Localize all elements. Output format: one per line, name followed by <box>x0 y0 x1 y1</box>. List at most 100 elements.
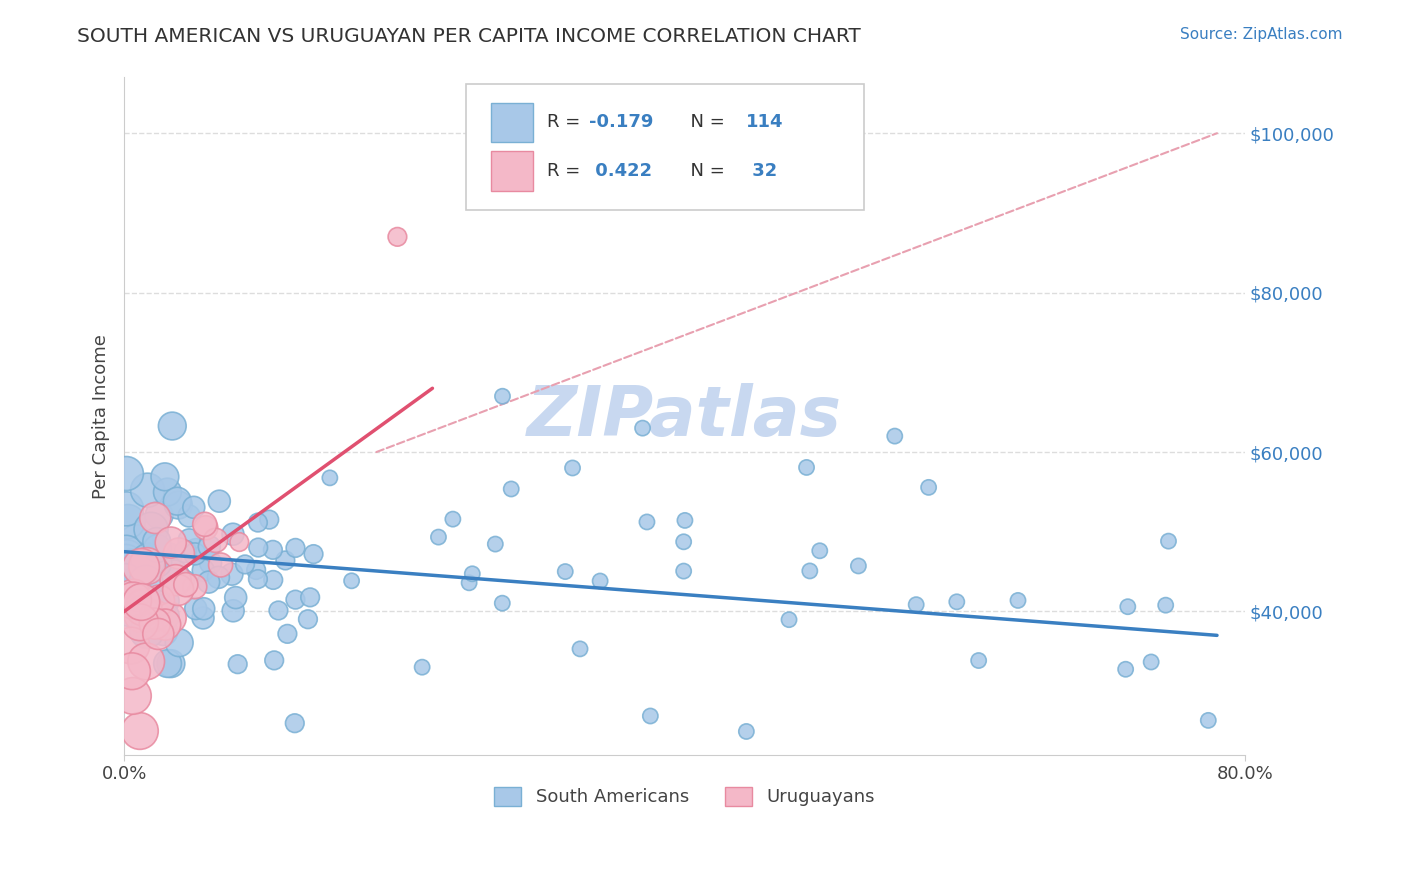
Point <box>135 655 157 669</box>
Point <box>808 543 831 558</box>
Point <box>1154 598 1177 612</box>
Point <box>135 624 157 639</box>
Point <box>191 611 214 625</box>
Point <box>136 623 159 637</box>
Text: R =: R = <box>547 113 586 131</box>
Point <box>155 594 177 608</box>
Point <box>121 559 143 574</box>
Text: 0.422: 0.422 <box>589 162 652 180</box>
Point <box>129 615 152 630</box>
Point <box>129 559 152 574</box>
Text: N =: N = <box>679 162 731 180</box>
Text: SOUTH AMERICAN VS URUGUAYAN PER CAPITA INCOME CORRELATION CHART: SOUTH AMERICAN VS URUGUAYAN PER CAPITA I… <box>77 27 860 45</box>
Point <box>636 515 658 529</box>
Point <box>297 612 319 626</box>
Point <box>246 572 269 586</box>
Point <box>135 575 157 590</box>
Point <box>207 570 229 584</box>
Point <box>569 641 592 656</box>
Text: -0.179: -0.179 <box>589 113 654 131</box>
Point <box>427 530 450 544</box>
Point <box>245 563 267 577</box>
Point <box>672 564 695 578</box>
Point <box>160 657 183 671</box>
Point <box>115 545 138 559</box>
Point <box>167 582 190 597</box>
Point <box>226 657 249 672</box>
Point <box>204 533 226 548</box>
Point <box>174 577 197 591</box>
Point <box>458 575 481 590</box>
Point <box>284 716 307 731</box>
Point <box>247 541 270 555</box>
Point <box>276 627 298 641</box>
Point <box>146 541 169 556</box>
Point <box>122 689 145 703</box>
Point <box>799 564 821 578</box>
Point <box>115 467 138 481</box>
Point <box>848 558 870 573</box>
Point <box>284 541 307 555</box>
Point <box>166 494 188 508</box>
Point <box>145 534 167 549</box>
Point <box>501 482 523 496</box>
Point <box>246 516 269 530</box>
Point <box>198 540 221 554</box>
Point <box>115 554 138 568</box>
Point <box>183 500 205 515</box>
Point <box>159 535 181 549</box>
Point <box>262 573 284 587</box>
Point <box>146 598 169 612</box>
Point <box>387 230 409 244</box>
Legend: South Americans, Uruguayans: South Americans, Uruguayans <box>486 780 883 814</box>
Point <box>146 556 169 570</box>
Point <box>554 565 576 579</box>
Point <box>796 460 818 475</box>
Point <box>163 566 186 581</box>
Point <box>184 547 207 561</box>
Point <box>156 657 179 671</box>
Point <box>221 567 243 582</box>
Point <box>167 547 190 561</box>
Point <box>259 513 281 527</box>
Point <box>200 556 222 570</box>
Point <box>299 591 322 605</box>
Text: R =: R = <box>547 162 586 180</box>
Point <box>491 596 513 610</box>
Point <box>153 470 176 484</box>
Point <box>136 483 159 498</box>
Point <box>143 616 166 631</box>
Point <box>143 608 166 623</box>
Point <box>114 574 136 588</box>
Point <box>193 563 215 577</box>
Point <box>165 573 187 587</box>
Point <box>184 601 207 615</box>
Point <box>1007 593 1029 607</box>
Text: 32: 32 <box>747 162 778 180</box>
Point <box>233 558 256 572</box>
Point <box>156 485 179 500</box>
Point <box>172 574 194 588</box>
FancyBboxPatch shape <box>465 84 863 210</box>
Point <box>340 574 363 588</box>
Point <box>155 609 177 624</box>
Point <box>561 461 583 475</box>
Point <box>589 574 612 588</box>
Point <box>491 389 513 403</box>
Point <box>484 537 506 551</box>
Point <box>673 513 696 527</box>
Point <box>1140 655 1163 669</box>
Point <box>411 660 433 674</box>
Y-axis label: Per Capita Income: Per Capita Income <box>93 334 110 499</box>
Point <box>121 665 143 679</box>
Point <box>222 527 245 541</box>
Point <box>148 627 170 641</box>
Point <box>122 593 145 607</box>
Point <box>262 542 284 557</box>
Point <box>225 591 247 605</box>
Point <box>167 498 190 512</box>
Point <box>228 535 250 549</box>
Point <box>115 549 138 564</box>
Point <box>184 542 207 557</box>
Point <box>905 598 928 612</box>
